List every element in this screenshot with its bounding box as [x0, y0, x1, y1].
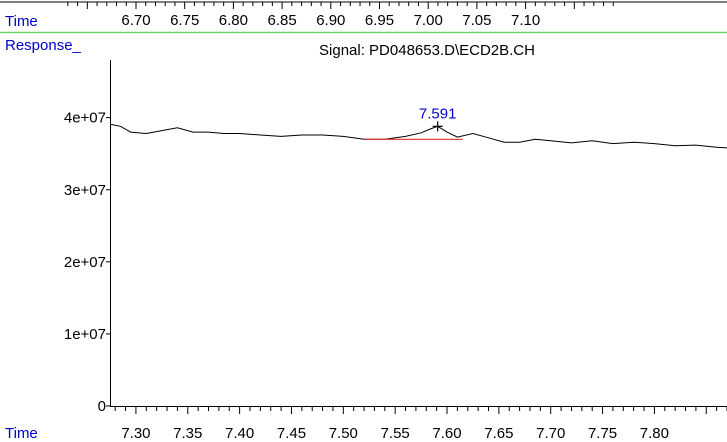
top-tick-labels: 6.70 6.75 6.80 6.85 6.90 6.95 7.00 7.05 7.10 [121, 12, 540, 29]
y-ticks: 0 1e+07 2e+07 3e+07 4e+07 [64, 110, 111, 415]
top-time-label: Time [5, 13, 38, 30]
x-tick-label: 7.80 [640, 425, 669, 442]
top-tick-label: 7.10 [511, 12, 540, 29]
x-tick-label: 7.70 [536, 425, 565, 442]
x-tick-label: 7.40 [225, 425, 254, 442]
top-tick-label: 7.00 [414, 12, 443, 29]
x-tick-label: 7.55 [381, 425, 410, 442]
x-tick-label: 7.35 [173, 425, 202, 442]
y-axis-label: Response_ [5, 37, 82, 54]
top-tick-marks [67, 2, 614, 9]
y-tick-label: 4e+07 [64, 110, 106, 127]
x-axis-label: Time [5, 425, 38, 442]
peak-label: 7.591 [419, 105, 457, 122]
x-tick-label: 7.45 [277, 425, 306, 442]
top-tick-label: 6.75 [170, 12, 199, 29]
peak-marker [432, 121, 443, 132]
x-tick-label: 7.50 [329, 425, 358, 442]
y-tick-label: 1e+07 [64, 326, 106, 343]
x-tick-label: 7.30 [121, 425, 150, 442]
top-tick-label: 6.85 [267, 12, 296, 29]
x-tick-label: 7.75 [588, 425, 617, 442]
x-tick-label: 7.65 [484, 425, 513, 442]
top-tick-label: 6.80 [219, 12, 248, 29]
top-time-strip: 6.70 6.75 6.80 6.85 6.90 6.95 7.00 7.05 7.10 Tim… [0, 1, 727, 30]
x-ticks: 7.30 7.35 7.40 7.45 7.50 7.55 7.60 7.65 7.70 7.75… [114, 406, 727, 442]
y-tick-label: 2e+07 [64, 254, 106, 271]
chart-title: Signal: PD048653.D\ECD2B.CH [319, 42, 535, 59]
y-tick-label: 3e+07 [64, 182, 106, 199]
top-tick-label: 6.70 [121, 12, 150, 29]
top-tick-label: 6.95 [365, 12, 394, 29]
top-tick-label: 7.05 [462, 12, 491, 29]
signal-trace [109, 123, 727, 149]
top-tick-label: 6.90 [316, 12, 345, 29]
y-tick-label: 0 [98, 398, 106, 415]
x-tick-label: 7.60 [432, 425, 461, 442]
